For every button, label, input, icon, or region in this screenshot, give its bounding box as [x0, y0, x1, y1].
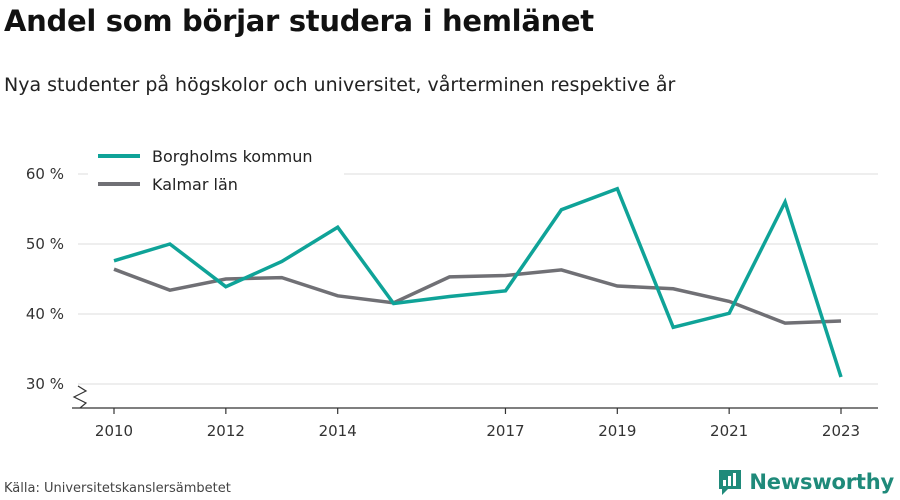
- y-axis-ticks: 30 % 40 % 50 % 60 %: [26, 165, 64, 393]
- y-tick-label: 50 %: [26, 235, 64, 253]
- series-line-kalmar-län: [113, 267, 842, 325]
- x-tick-label: 2023: [822, 422, 860, 440]
- x-tick-label: 2014: [319, 422, 357, 440]
- gridlines: [78, 173, 878, 385]
- x-tick-label: 2017: [486, 422, 524, 440]
- y-tick-label: 30 %: [26, 375, 64, 393]
- newsworthy-logo-icon: [719, 470, 742, 495]
- y-tick-label: 60 %: [26, 165, 64, 183]
- x-axis: 2010 2012 2014 2017 2019 2021 2023: [72, 385, 878, 440]
- legend-label: Borgholms kommun: [152, 147, 313, 166]
- legend-background: [88, 140, 344, 202]
- chart-subtitle: Nya studenter på högskolor och universit…: [4, 74, 676, 96]
- axis-break-icon: [72, 385, 88, 409]
- x-tick-label: 2010: [95, 422, 133, 440]
- brand-logo: Newsworthy: [717, 468, 894, 496]
- x-tick-label: 2012: [207, 422, 245, 440]
- legend-label: Kalmar län: [152, 175, 238, 194]
- source-note: Källa: Universitetskanslersämbetet: [4, 481, 231, 496]
- legend: Borgholms kommun Kalmar län: [88, 140, 344, 202]
- brand-name: Newsworthy: [749, 470, 894, 494]
- series-line-borgholms-kommun: [113, 186, 843, 378]
- y-tick-label: 40 %: [26, 305, 64, 323]
- x-tick-label: 2019: [598, 422, 636, 440]
- chart-title: Andel som börjar studera i hemlänet: [4, 4, 594, 38]
- x-tick-label: 2021: [710, 422, 748, 440]
- series-lines: [113, 186, 843, 378]
